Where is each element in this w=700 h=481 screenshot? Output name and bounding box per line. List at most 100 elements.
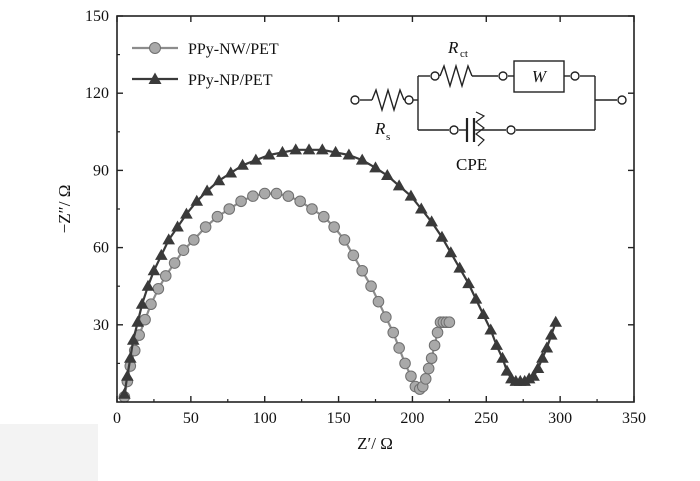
data-point (431, 326, 444, 339)
data-point (422, 362, 435, 375)
data-point (306, 203, 318, 215)
terminal-out (617, 95, 627, 105)
data-point (224, 166, 238, 178)
data-point (443, 316, 456, 329)
node-rct-in (430, 71, 440, 81)
data-point (247, 190, 259, 202)
rct-resistor (439, 63, 473, 89)
data-point (531, 362, 545, 374)
data-point (135, 297, 149, 309)
data-point (270, 187, 283, 200)
data-point (496, 351, 509, 363)
legend-label-np: PPy-NP/PET (188, 72, 273, 89)
data-point (171, 220, 184, 232)
data-point (123, 351, 137, 363)
data-point (404, 189, 418, 201)
data-point (249, 153, 263, 165)
legend-marker-nw (149, 42, 161, 54)
cpe-label: CPE (456, 155, 487, 174)
rs-subscript: s (386, 131, 390, 143)
x-tick-label: 50 (183, 410, 199, 427)
data-point (414, 202, 428, 214)
data-point (235, 195, 247, 208)
data-point (462, 277, 475, 289)
x-axis-title: Z′/ Ω (357, 434, 393, 453)
data-point (177, 244, 190, 256)
data-point (393, 342, 405, 354)
node-rct-out (498, 71, 508, 81)
legend-marker-np (148, 72, 162, 84)
data-point (294, 195, 306, 208)
y-tick-label: 30 (93, 317, 109, 334)
data-point (276, 145, 289, 157)
data-point (155, 248, 168, 260)
node-w-out (570, 71, 580, 81)
rs-resistor (371, 87, 405, 113)
data-point (453, 261, 466, 273)
data-point (380, 311, 392, 323)
node-rs (404, 95, 414, 105)
data-point (328, 221, 340, 233)
data-point (536, 351, 549, 363)
data-point (188, 234, 200, 246)
data-point (168, 257, 181, 269)
x-tick-label: 100 (253, 410, 277, 427)
y-tick-label: 60 (93, 240, 109, 257)
rct-subscript: ct (460, 48, 468, 60)
data-point (236, 158, 249, 170)
rs-label: R (374, 119, 386, 138)
data-point (211, 210, 224, 223)
data-point (527, 369, 540, 381)
data-point (428, 339, 441, 352)
data-point (387, 326, 400, 339)
data-point (190, 194, 204, 206)
data-point (435, 230, 449, 242)
data-point (477, 308, 490, 320)
data-point (425, 215, 438, 227)
data-point (118, 387, 131, 399)
data-point (126, 333, 140, 345)
x-tick-label: 300 (548, 410, 572, 427)
data-point (258, 187, 271, 200)
data-point (356, 264, 369, 277)
equivalent-circuit (350, 60, 627, 147)
warburg-label: W (532, 67, 548, 86)
data-point (289, 143, 303, 155)
data-point (342, 148, 356, 160)
data-point (365, 280, 377, 293)
data-point (544, 328, 558, 340)
corner-shade (0, 424, 98, 481)
series-np (118, 143, 563, 399)
data-point (540, 341, 554, 353)
data-point (302, 143, 316, 155)
data-point (372, 295, 385, 308)
data-point (369, 161, 382, 173)
x-tick-label: 350 (622, 410, 646, 427)
data-point (419, 373, 432, 385)
data-point (200, 184, 214, 196)
data-point (549, 315, 563, 327)
data-point (141, 279, 155, 291)
data-point (381, 169, 394, 181)
data-point (405, 370, 417, 383)
y-tick-label: 90 (93, 162, 109, 179)
legend: PPy-NW/PET PPy-NP/PET (132, 41, 279, 89)
data-point (316, 143, 329, 155)
rct-label: R (447, 38, 459, 57)
node-cpe-out (506, 125, 516, 135)
data-point (121, 369, 134, 381)
data-point (147, 264, 161, 276)
x-tick-label: 150 (327, 410, 351, 427)
y-tick-label: 150 (85, 8, 109, 25)
terminal-in (350, 95, 360, 105)
data-point (500, 364, 514, 376)
data-point (199, 221, 212, 233)
x-tick-label: 0 (113, 410, 121, 427)
data-point (484, 323, 498, 335)
data-point (329, 145, 342, 157)
node-cpe-in (449, 125, 459, 135)
data-point (399, 357, 411, 370)
data-point (444, 246, 458, 258)
data-point (180, 207, 193, 219)
data-point (262, 148, 276, 160)
